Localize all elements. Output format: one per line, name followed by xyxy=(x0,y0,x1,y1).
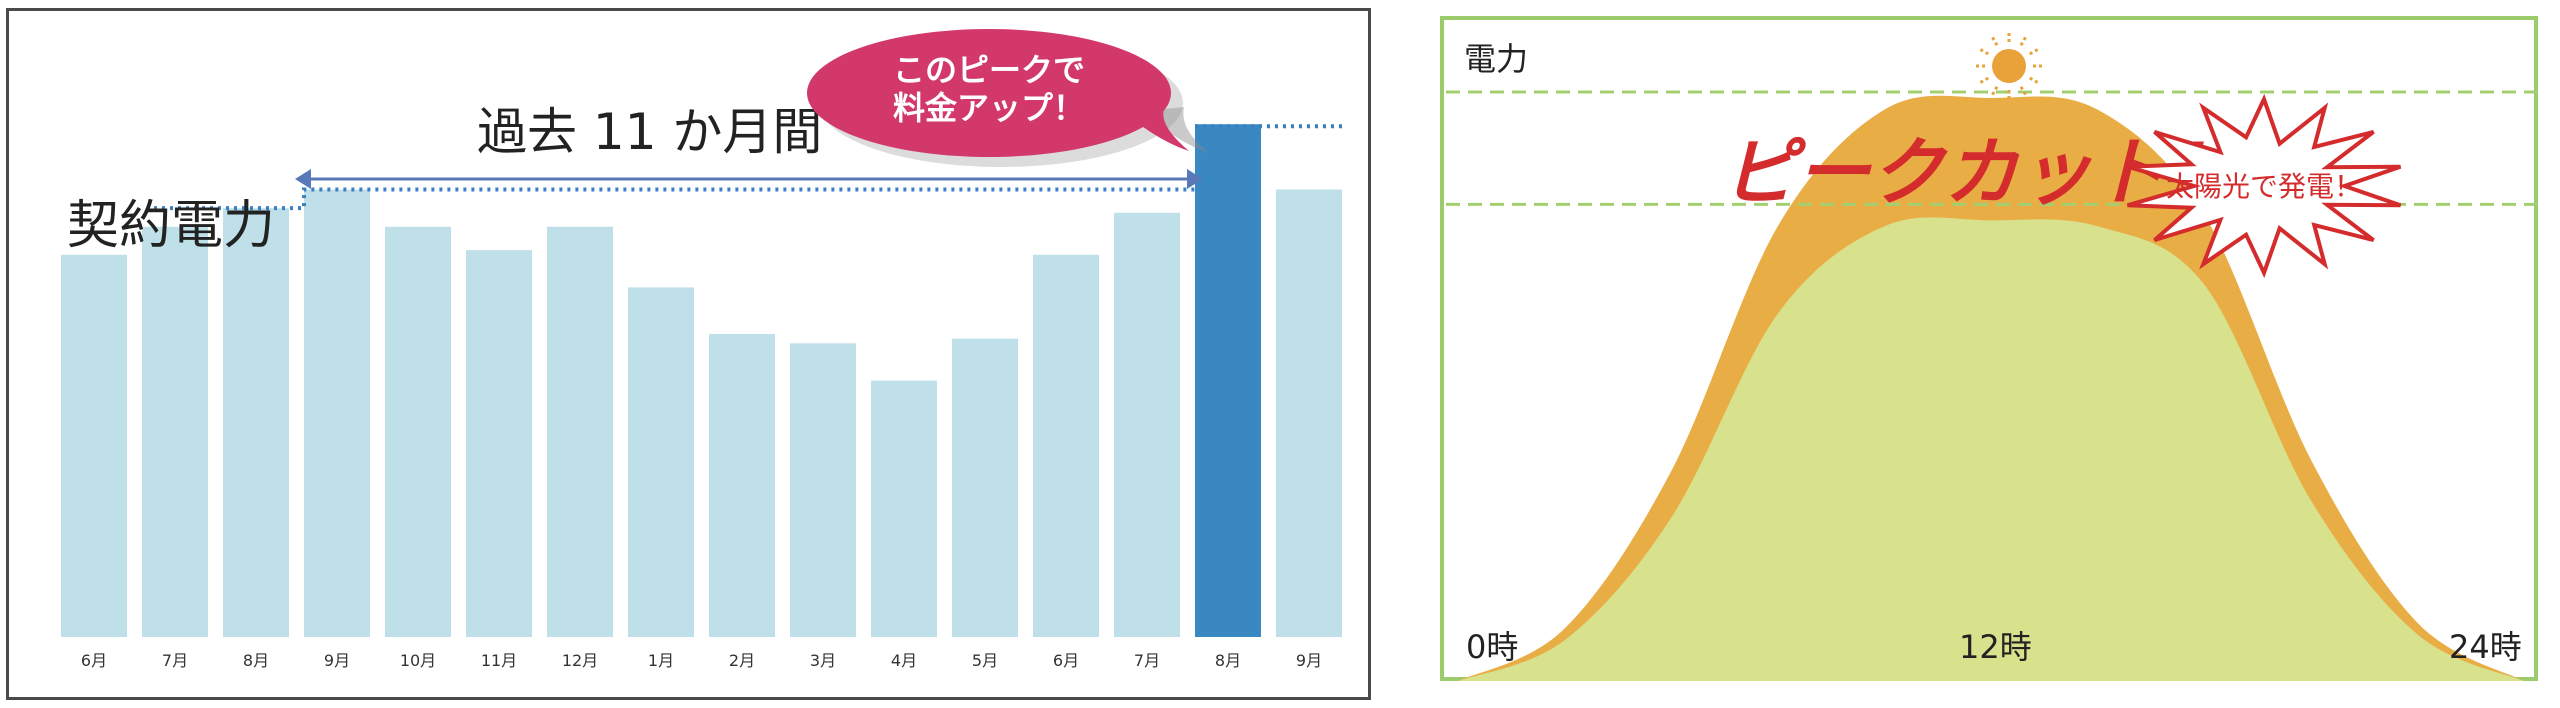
month-tick-label: 3月 xyxy=(810,651,836,670)
bar-0 xyxy=(61,254,127,637)
y-axis-label: 電力 xyxy=(1464,40,1528,78)
month-tick-label: 10月 xyxy=(400,651,436,670)
bar-7 xyxy=(628,287,694,637)
bar-6 xyxy=(547,226,613,638)
month-tick-label: 9月 xyxy=(1296,651,1322,670)
month-tick-label: 6月 xyxy=(81,651,107,670)
callout-bubble xyxy=(807,29,1171,157)
hour-tick-label: 24時 xyxy=(2449,628,2522,666)
bar-1 xyxy=(142,226,208,638)
hour-tick-label: 12時 xyxy=(1959,628,2032,666)
month-tick-label: 9月 xyxy=(324,651,350,670)
hour-tick-label: 0時 xyxy=(1466,628,1518,666)
bar-10 xyxy=(871,380,937,637)
starburst-shape xyxy=(2126,93,2402,279)
callout-line1: このピークで xyxy=(893,51,1085,89)
callout-line2: 料金アップ！ xyxy=(893,89,1085,127)
sun-icon xyxy=(1975,32,2043,100)
monthly-demand-svg: 6月 7月 8月 9月 10月 11月 12月 1月 2月 3月 4月 5月 6月 7月 8月 9月 過去 11… xyxy=(61,29,1342,670)
bar-14 xyxy=(1195,124,1261,637)
month-tick-label: 2月 xyxy=(729,651,755,670)
month-tick-label: 1月 xyxy=(648,651,674,670)
bar-3 xyxy=(304,189,370,637)
solar-generation-label: 太陽光で発電！ xyxy=(2166,170,2362,203)
period-arrow-left-head xyxy=(295,169,311,189)
daily-solar-chart: 電力 0時 12時 24時 ピークカット！ 太陽光で発電！ xyxy=(1440,16,2538,681)
period-arrow-right-head xyxy=(1187,169,1203,189)
month-tick-label: 11月 xyxy=(481,651,517,670)
period-label: 過去 11 か月間 xyxy=(477,103,822,161)
contract-level-line xyxy=(154,187,1195,211)
monthly-demand-chart: 6月 7月 8月 9月 10月 11月 12月 1月 2月 3月 4月 5月 6月 7月 8月 9月 過去 11… xyxy=(6,8,1371,700)
bar-15 xyxy=(1276,189,1342,637)
bar-2 xyxy=(223,208,289,637)
bar-8 xyxy=(709,334,775,637)
bar-4 xyxy=(385,226,451,638)
bar-9 xyxy=(790,343,856,637)
bar-13 xyxy=(1114,212,1180,638)
reduced-demand-area xyxy=(1458,217,2524,681)
month-tick-label: 12月 xyxy=(562,651,598,670)
contract-power-label: 契約電力 xyxy=(67,196,275,256)
month-tick-label: 6月 xyxy=(1053,651,1079,670)
bar-5 xyxy=(466,250,532,638)
month-tick-label: 8月 xyxy=(243,651,269,670)
month-tick-label: 4月 xyxy=(891,651,917,670)
bar-11 xyxy=(952,338,1018,637)
month-tick-label: 7月 xyxy=(162,651,188,670)
bar-12 xyxy=(1033,254,1099,637)
month-tick-label: 7月 xyxy=(1134,651,1160,670)
month-tick-label: 5月 xyxy=(972,651,998,670)
month-tick-label: 8月 xyxy=(1215,651,1241,670)
